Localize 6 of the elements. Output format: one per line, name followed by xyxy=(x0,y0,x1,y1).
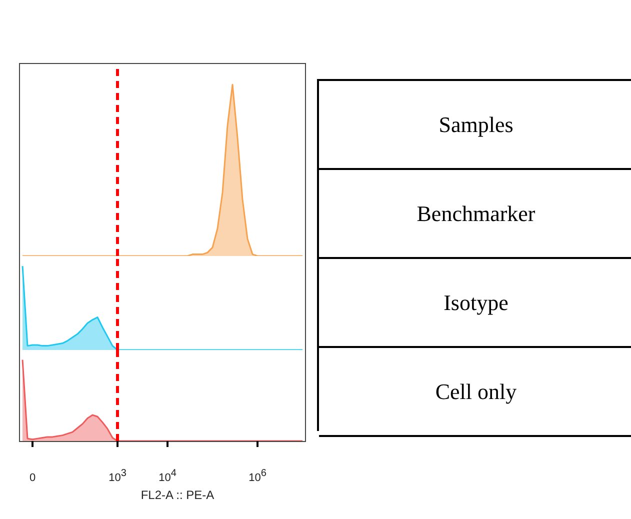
text: Isotype xyxy=(319,259,631,348)
x-axis-title: FL2-A :: PE-A xyxy=(140,488,214,502)
text: Benchmarker xyxy=(319,170,631,259)
text: Cell only xyxy=(319,348,631,437)
text: Samples xyxy=(319,81,631,170)
x-tick-label: 0 xyxy=(29,472,36,484)
